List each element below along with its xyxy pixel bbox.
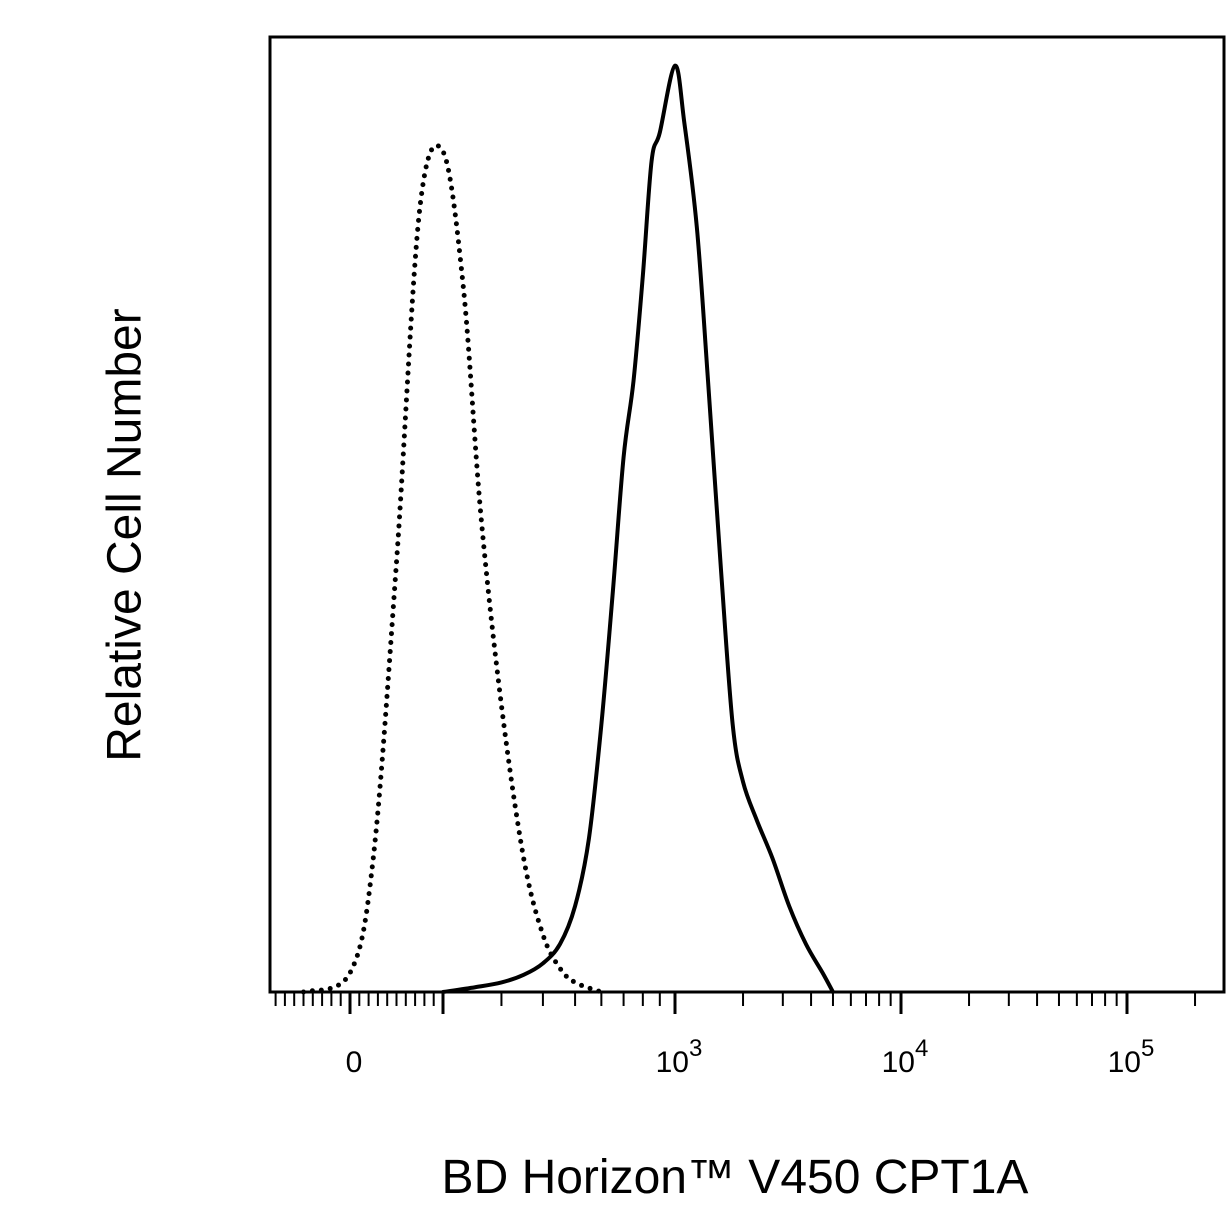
x-axis-label: BD Horizon™ V450 CPT1A bbox=[441, 1151, 1029, 1204]
series-group bbox=[301, 63, 835, 995]
plot-frame bbox=[268, 35, 1226, 994]
y-axis-label: Relative Cell Number bbox=[98, 308, 152, 762]
x-tick-label: 104 bbox=[882, 1035, 929, 1079]
x-tick-label: 105 bbox=[1108, 1035, 1155, 1079]
cpt1a-line bbox=[441, 63, 835, 994]
x-axis-ticks bbox=[274, 992, 1197, 1014]
x-tick-label: 0 bbox=[346, 1046, 363, 1079]
x-tick-labels: 0 103 104 105 bbox=[346, 1035, 1155, 1079]
isotype-control-line bbox=[301, 142, 604, 995]
x-tick-label: 103 bbox=[656, 1035, 703, 1079]
